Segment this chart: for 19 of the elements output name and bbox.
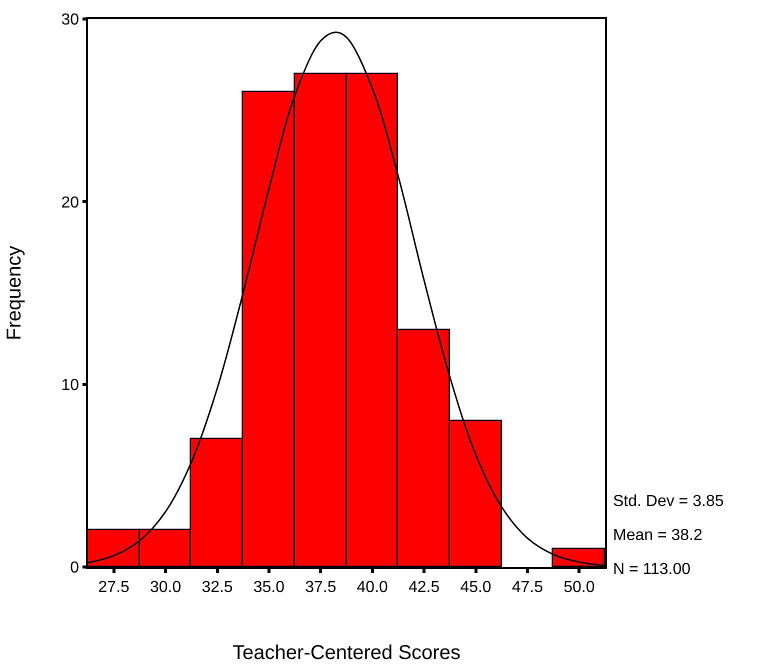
y-tick-label: 30: [61, 12, 80, 29]
x-tick-label: 42.5: [408, 578, 440, 596]
x-tick-label: 32.5: [202, 578, 233, 596]
x-tick-label: 37.5: [305, 578, 336, 596]
x-tick-label: 35.0: [253, 578, 285, 596]
y-axis-title: Frequency: [3, 246, 26, 340]
x-tick-label: 47.5: [512, 578, 544, 596]
text: Mean = 38.2: [613, 527, 702, 544]
x-tick-label: 27.5: [98, 578, 130, 596]
x-axis-title: Teacher-Centered Scores: [232, 642, 460, 664]
y-tick-label: 0: [70, 560, 80, 577]
x-tick-label: 30.0: [150, 578, 182, 596]
x-tick-label: 50.0: [564, 578, 595, 596]
y-tick-label: 20: [61, 194, 80, 212]
x-tick-label: 40.0: [356, 578, 388, 596]
text: Std. Dev = 3.85: [613, 493, 724, 510]
x-tick-label: 45.0: [460, 578, 492, 596]
y-tick-label: 10: [61, 376, 80, 394]
text: N = 113.00: [613, 561, 691, 578]
